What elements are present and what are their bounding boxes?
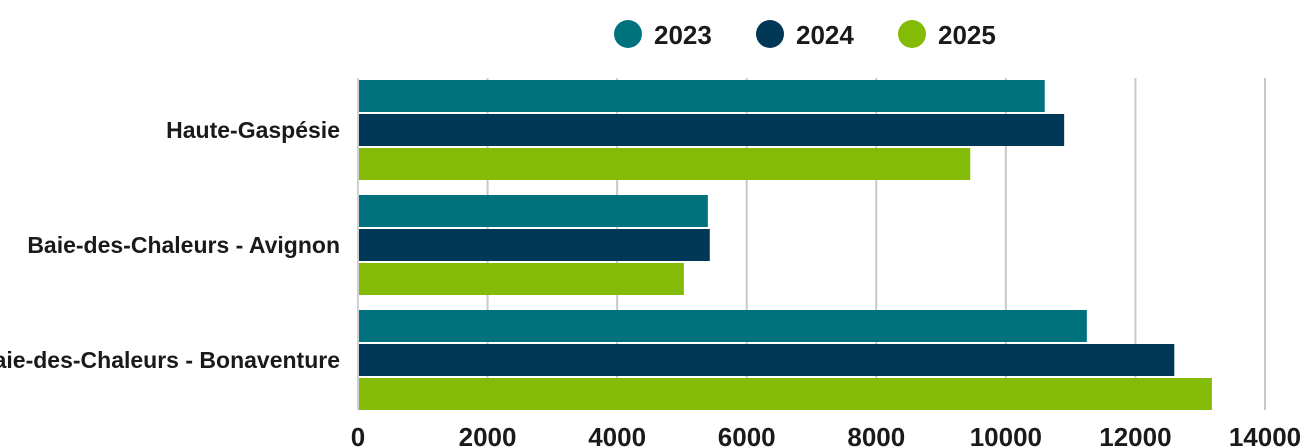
category-label-2: Baie-des-Chaleurs - Bonaventure [0, 347, 340, 373]
legend-label-2023: 2023 [654, 20, 712, 50]
x-tick-label-4000: 4000 [588, 422, 646, 448]
bar-2024-2 [358, 344, 1175, 376]
legend-label-2025: 2025 [938, 20, 996, 50]
category-axis: Haute-Gaspésie Baie-des-Chaleurs - Avigno… [0, 117, 340, 373]
x-tick-label-10000: 10000 [970, 422, 1042, 448]
legend-marker-2024 [756, 20, 784, 48]
x-tick-label-12000: 12000 [1099, 422, 1171, 448]
bar-2023-2 [358, 310, 1087, 342]
x-tick-label-2000: 2000 [459, 422, 517, 448]
legend: 2023 2024 2025 [614, 20, 996, 50]
legend-marker-2023 [614, 20, 642, 48]
bar-2025-2 [358, 378, 1212, 410]
bar-2024-1 [358, 229, 710, 261]
x-tick-label-0: 0 [351, 422, 365, 448]
value-axis: 0 2000 4000 6000 8000 10000 12000 14000 [351, 78, 1300, 448]
bar-2023-0 [358, 80, 1045, 112]
legend-marker-2025 [898, 20, 926, 48]
x-tick-label-8000: 8000 [847, 422, 905, 448]
x-tick-label-6000: 6000 [718, 422, 776, 448]
legend-label-2024: 2024 [796, 20, 854, 50]
x-tick-label-14000: 14000 [1229, 422, 1300, 448]
bar-2025-1 [358, 263, 684, 295]
category-label-0: Haute-Gaspésie [166, 117, 340, 143]
bars [358, 80, 1212, 410]
bar-2023-1 [358, 195, 708, 227]
category-label-1: Baie-des-Chaleurs - Avignon [27, 232, 340, 258]
bar-2024-0 [358, 114, 1065, 146]
bar-2025-0 [358, 148, 971, 180]
